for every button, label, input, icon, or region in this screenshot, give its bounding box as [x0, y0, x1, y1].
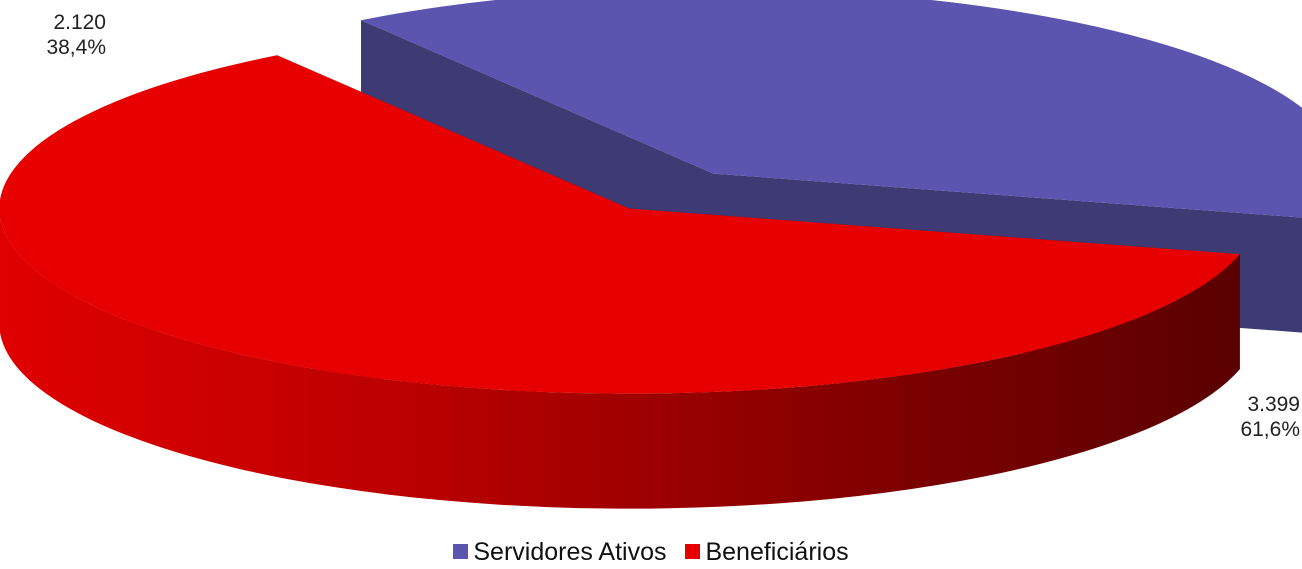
- data-label-beneficiarios: 3.399 61,6%: [1200, 392, 1300, 442]
- slice-beneficiarios-side: [0, 216, 1240, 509]
- chart-legend: Servidores Ativos Beneficiários: [0, 537, 1302, 567]
- legend-label-servidores-ativos: Servidores Ativos: [473, 538, 667, 566]
- legend-label-beneficiarios: Beneficiários: [705, 538, 849, 566]
- legend-swatch-servidores-ativos: [453, 544, 469, 559]
- slice-beneficiarios-top: [0, 55, 1240, 394]
- data-label-servidores-ativos-value: 2.120: [53, 11, 106, 34]
- legend-item-beneficiarios: Beneficiários: [685, 537, 849, 567]
- data-label-beneficiarios-percent: 61,6%: [1240, 418, 1300, 441]
- data-label-servidores-ativos-percent: 38,4%: [46, 36, 106, 59]
- legend-swatch-beneficiarios: [685, 544, 701, 559]
- data-label-beneficiarios-value: 3.399: [1247, 393, 1300, 416]
- slice-servidores-ativos-top: [361, 0, 1302, 218]
- slice-beneficiarios: [0, 55, 1240, 509]
- legend-item-servidores-ativos: Servidores Ativos: [453, 537, 667, 567]
- data-label-servidores-ativos: 2.120 38,4%: [8, 10, 106, 60]
